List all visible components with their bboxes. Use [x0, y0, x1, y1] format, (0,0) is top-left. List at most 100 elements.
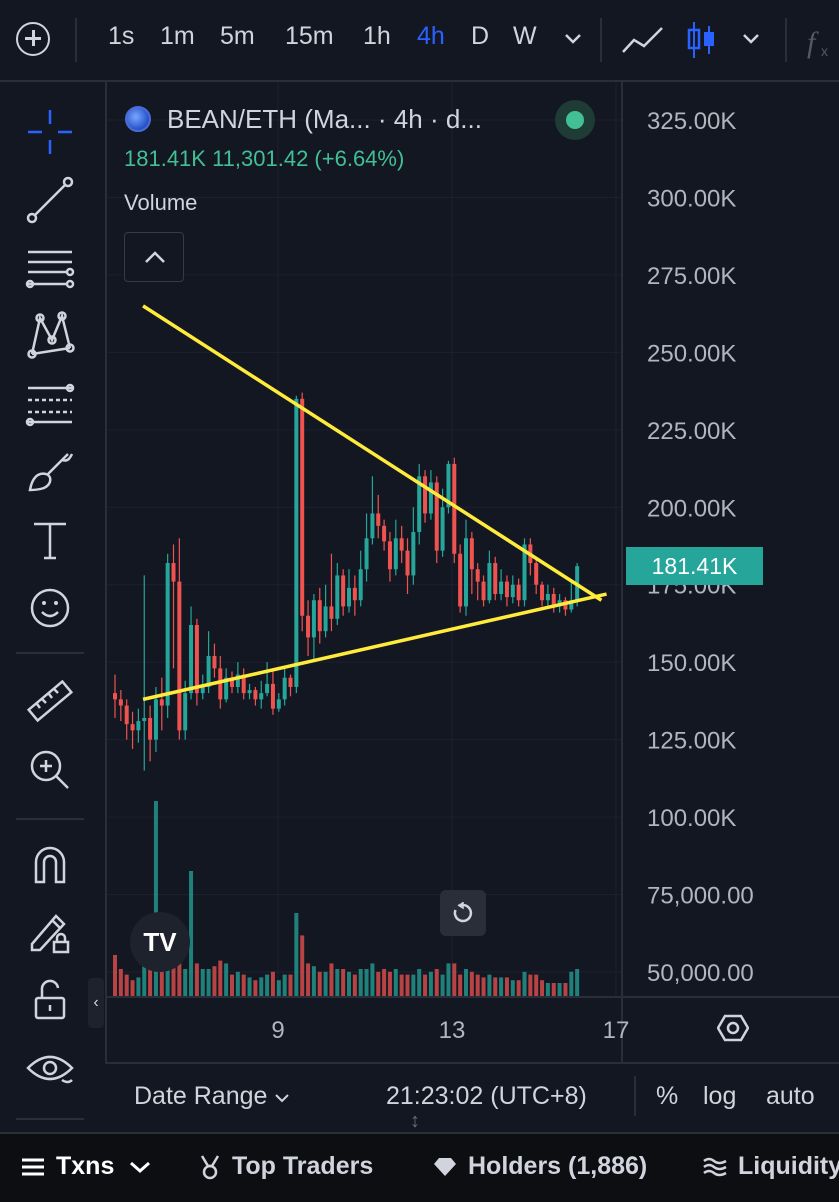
volume-bar	[189, 871, 194, 997]
percent-scale-button[interactable]: %	[656, 1082, 679, 1110]
reset-chart-button[interactable]	[440, 890, 486, 936]
interval-4h[interactable]: 4h	[417, 22, 445, 50]
volume-bar	[341, 969, 346, 997]
legend-collapse-button[interactable]	[124, 232, 184, 282]
tradingview-logo[interactable]: TV	[130, 912, 190, 972]
date-range-button[interactable]: Date Range	[134, 1082, 290, 1111]
auto-scale-button[interactable]: auto	[766, 1082, 815, 1110]
volume-bar	[224, 963, 229, 997]
candle-body	[153, 699, 158, 740]
volume-bar	[230, 974, 234, 997]
candle-body	[171, 563, 176, 582]
candle-body	[311, 600, 316, 638]
emoji-icon[interactable]	[22, 580, 78, 636]
volume-bar	[218, 960, 223, 997]
market-status-icon[interactable]	[555, 100, 595, 140]
volume-bar	[399, 974, 404, 997]
interval-1h[interactable]: 1h	[363, 22, 391, 50]
candle-body	[206, 655, 211, 687]
candle-body	[464, 538, 468, 607]
interval-1m[interactable]: 1m	[160, 22, 195, 50]
volume-bar	[352, 974, 357, 997]
volume-bar	[300, 935, 305, 997]
tab-top-traders[interactable]: Top Traders	[198, 1152, 373, 1181]
price-axis-label: 150.00K	[647, 650, 736, 677]
settings-icon[interactable]	[717, 1012, 749, 1044]
pattern-icon[interactable]	[22, 308, 78, 364]
interval-1s[interactable]: 1s	[108, 22, 135, 50]
candle-body	[189, 625, 194, 694]
toolbar-divider	[75, 18, 77, 62]
crosshair-icon[interactable]	[22, 104, 78, 160]
ruler-icon[interactable]	[22, 674, 78, 730]
candle-body	[142, 717, 147, 722]
interval-15m[interactable]: 15m	[285, 22, 334, 50]
candle-body	[317, 600, 322, 632]
volume-bar	[464, 969, 468, 997]
volume-label[interactable]: Volume	[124, 190, 198, 215]
fib-icon[interactable]	[22, 376, 78, 432]
tab-liquidity[interactable]: Liquidity	[702, 1152, 839, 1181]
horizontal-lines-icon[interactable]	[22, 240, 78, 296]
toolbar-divider	[16, 1118, 84, 1120]
volume-bars	[113, 801, 580, 997]
line-chart-icon[interactable]	[620, 24, 666, 58]
candle-body	[534, 563, 539, 585]
tab-txns[interactable]: Txns	[20, 1152, 161, 1181]
trendline-lower[interactable]	[142, 592, 607, 702]
interval-d[interactable]: D	[471, 22, 490, 50]
chart-area[interactable]: 325.00K 300.00K 275.00K 250.00K 225.00K 200.0…	[105, 82, 839, 1132]
symbol-title[interactable]: BEAN/ETH (Ma... · 4h · d...	[167, 104, 482, 134]
volume-bar	[540, 980, 545, 997]
clock-display[interactable]: 21:23:02 (UTC+8)	[386, 1082, 587, 1110]
volume-bar	[528, 974, 533, 997]
price-chart[interactable]: 325.00K 300.00K 275.00K 250.00K 225.00K 200.0…	[107, 82, 839, 1062]
volume-bar	[358, 969, 363, 997]
chevron-down-icon[interactable]	[741, 32, 761, 46]
liquidity-icon	[703, 1158, 727, 1177]
candle-body	[118, 699, 123, 706]
eye-icon[interactable]	[22, 1040, 78, 1096]
volume-bar	[423, 974, 428, 997]
toolbar-collapse-tab[interactable]: ‹	[88, 978, 104, 1028]
lock-drawing-icon[interactable]	[22, 904, 78, 960]
candle-body	[224, 677, 229, 700]
candle-body	[300, 398, 305, 616]
volume-bar	[545, 983, 550, 997]
resize-handle-icon[interactable]: ↕	[410, 1110, 420, 1132]
unlock-icon[interactable]	[22, 972, 78, 1028]
candle-body	[452, 463, 457, 554]
tab-holders[interactable]: Holders (1,886)	[432, 1152, 647, 1181]
indicators-icon[interactable]: f x	[805, 20, 839, 62]
volume-bar	[288, 974, 293, 997]
chevron-down-icon[interactable]	[563, 32, 583, 46]
add-symbol-icon[interactable]	[16, 22, 50, 56]
volume-bar	[317, 971, 322, 997]
price-axis-label: 125.00K	[647, 728, 736, 755]
candle-body	[265, 683, 270, 694]
diamond-icon	[434, 1158, 456, 1177]
volume-bar	[206, 969, 211, 997]
volume-bar	[241, 974, 246, 997]
brush-icon[interactable]	[22, 444, 78, 500]
candle-body	[341, 575, 346, 607]
interval-5m[interactable]: 5m	[220, 22, 255, 50]
menu-icon	[22, 1158, 44, 1176]
candle-body	[516, 584, 521, 601]
candle-body	[358, 569, 363, 601]
log-scale-button[interactable]: log	[703, 1082, 737, 1110]
chevron-down-icon	[275, 1094, 290, 1103]
candle-body	[130, 724, 135, 731]
candle-body	[428, 482, 433, 514]
candlestick-icon[interactable]	[686, 20, 718, 60]
time-axis: 9 13 17	[107, 996, 839, 1044]
candle-body	[399, 538, 404, 551]
candle-body	[270, 683, 275, 709]
interval-w[interactable]: W	[513, 22, 537, 50]
trendline-upper[interactable]	[142, 304, 603, 602]
zoom-icon[interactable]	[22, 742, 78, 798]
text-icon[interactable]	[22, 512, 78, 568]
candle-body	[200, 686, 205, 694]
trend-line-icon[interactable]	[22, 172, 78, 228]
magnet-icon[interactable]	[22, 836, 78, 892]
